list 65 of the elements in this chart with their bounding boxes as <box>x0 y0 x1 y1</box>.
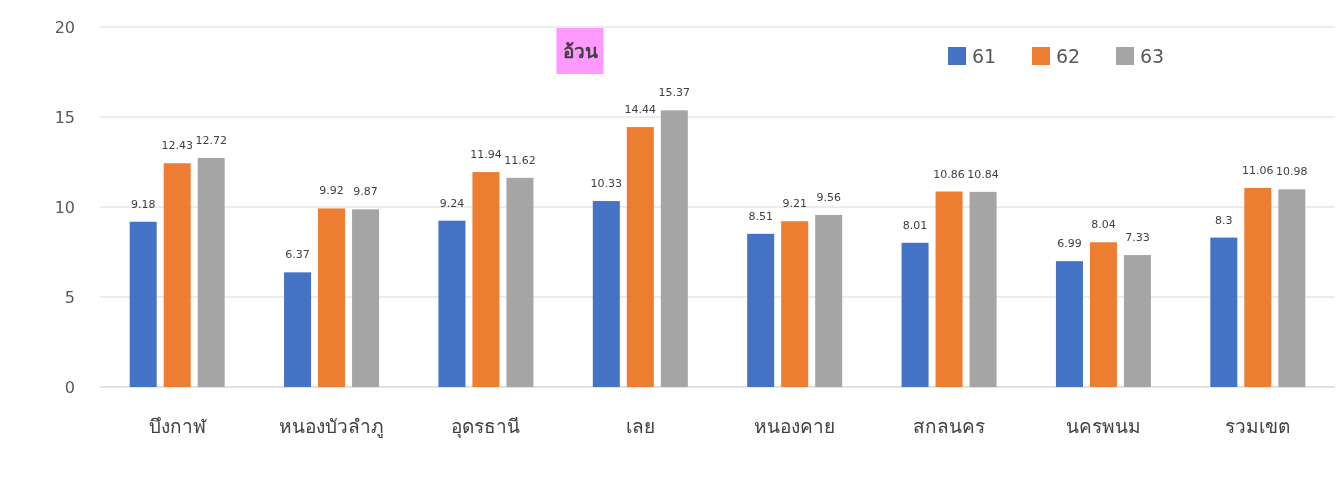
data-label: 9.21 <box>782 197 807 211</box>
legend-label: 61 <box>972 45 997 67</box>
data-label: 11.62 <box>504 153 536 167</box>
x-tick-label: บึงกาฬ <box>148 415 207 437</box>
bar <box>1210 237 1238 387</box>
data-label: 10.84 <box>967 167 999 181</box>
y-tick-label: 0 <box>64 378 75 397</box>
bar <box>781 221 809 387</box>
bar <box>901 242 929 387</box>
bar <box>438 220 466 387</box>
y-tick-label: 5 <box>64 288 75 307</box>
data-label: 8.01 <box>902 218 928 232</box>
x-tick-label: หนองคาย <box>754 415 836 437</box>
bar <box>197 158 225 387</box>
x-tick-label: รวมเขต <box>1225 415 1291 437</box>
bar <box>1244 187 1272 387</box>
data-label: 14.44 <box>624 103 657 117</box>
data-label: 11.94 <box>470 148 502 162</box>
bar <box>1089 242 1117 387</box>
bar <box>163 163 191 387</box>
x-tick-label: เลย <box>625 415 655 437</box>
bar <box>506 177 534 387</box>
data-label: 12.43 <box>161 139 193 153</box>
y-tick-label: 15 <box>54 108 75 127</box>
data-label: 8.51 <box>748 209 773 223</box>
legend-label: 63 <box>1140 45 1165 67</box>
data-label: 9.56 <box>816 190 841 204</box>
data-label: 9.92 <box>319 184 344 198</box>
y-tick-label: 20 <box>54 18 75 37</box>
bar <box>626 127 654 387</box>
data-label: 9.24 <box>439 196 465 210</box>
data-label: 8.3 <box>1215 213 1233 227</box>
bar <box>129 221 157 387</box>
data-label: 7.33 <box>1125 231 1150 245</box>
bar <box>747 233 775 387</box>
data-label: 9.18 <box>130 197 156 211</box>
data-label: 10.86 <box>933 167 965 181</box>
bar <box>815 214 843 387</box>
data-label: 6.37 <box>285 248 310 262</box>
x-tick-label: หนองบัวลำภู <box>279 415 385 438</box>
data-label: 8.04 <box>1091 218 1116 232</box>
data-label: 10.98 <box>1276 165 1308 179</box>
y-tick-label: 10 <box>54 198 75 217</box>
bar <box>1278 189 1306 387</box>
bar <box>592 201 620 387</box>
data-label: 12.72 <box>195 134 227 148</box>
bar <box>1055 261 1083 387</box>
text: อ้วน <box>562 40 598 62</box>
bar <box>1123 255 1151 387</box>
x-tick-label: สกลนคร <box>913 415 986 437</box>
data-label: 11.06 <box>1242 163 1274 177</box>
x-tick-label: อุดรธานี <box>451 415 521 439</box>
bar <box>660 110 688 387</box>
bar <box>352 209 380 387</box>
bar <box>969 191 997 387</box>
data-label: 9.87 <box>353 185 378 199</box>
bar <box>935 191 963 387</box>
x-tick-label: นครพนม <box>1065 415 1141 437</box>
bar <box>472 172 500 387</box>
data-label: 15.37 <box>658 86 691 100</box>
data-label: 10.33 <box>590 177 623 191</box>
bar <box>318 208 346 387</box>
data-label: 6.99 <box>1057 237 1082 251</box>
bar <box>284 272 312 387</box>
legend-label: 62 <box>1056 45 1081 67</box>
